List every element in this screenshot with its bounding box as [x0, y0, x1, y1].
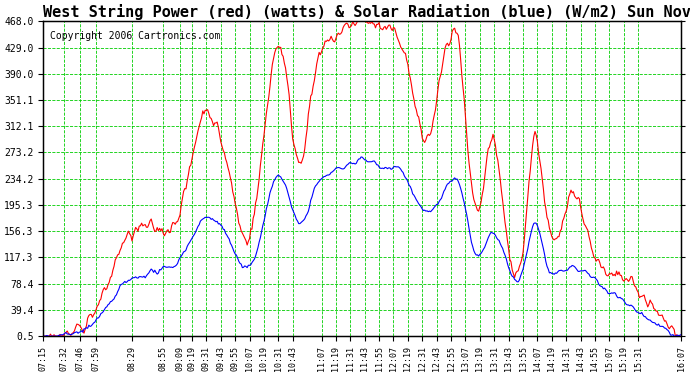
Text: West String Power (red) (watts) & Solar Radiation (blue) (W/m2) Sun Nov 26 16:13: West String Power (red) (watts) & Solar …: [43, 4, 690, 20]
Text: Copyright 2006 Cartronics.com: Copyright 2006 Cartronics.com: [50, 31, 220, 41]
